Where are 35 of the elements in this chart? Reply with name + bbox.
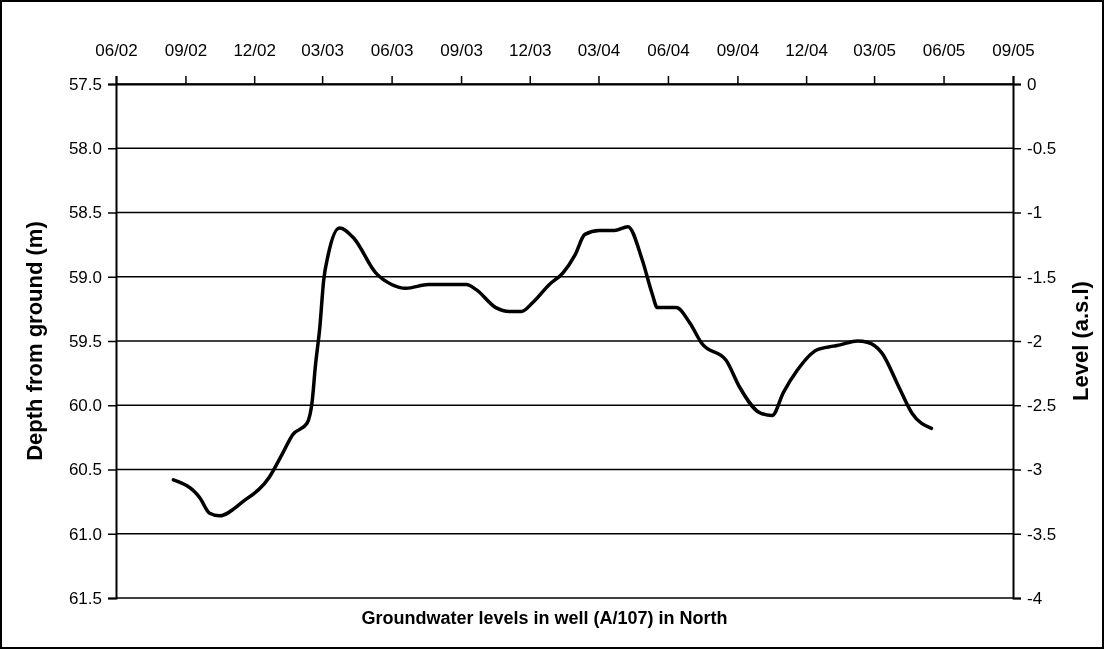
y-tick-label: 59.0 — [68, 267, 102, 287]
x-tick-label: 09/05 — [992, 41, 1035, 60]
y-axis-title: Depth from ground (m) — [22, 221, 47, 461]
y-tick-label: 58.5 — [68, 203, 102, 223]
x-tick-label: 06/03 — [370, 41, 414, 60]
y2-tick-label: -3 — [1027, 460, 1043, 480]
x-tick-label: 03/05 — [853, 41, 896, 60]
y2-tick-label: -1.5 — [1027, 267, 1057, 287]
x-tick-label: 12/02 — [233, 41, 276, 60]
y2-tick-label: -1 — [1027, 203, 1043, 223]
y2-tick-label: -2.5 — [1027, 396, 1057, 416]
y-tick-label: 61.5 — [68, 588, 102, 608]
y-tick-label: 59.5 — [68, 331, 102, 351]
y2-tick-label: -3.5 — [1027, 524, 1057, 544]
x-tick-label: 06/04 — [647, 41, 690, 60]
y-tick-label: 58.0 — [68, 139, 102, 159]
x-tick-label: 09/03 — [440, 41, 483, 60]
x-tick-label: 12/03 — [508, 41, 552, 60]
x-tick-label: 09/04 — [716, 41, 760, 60]
y2-tick-label: -0.5 — [1027, 139, 1057, 159]
y2-tick-label: 0 — [1027, 74, 1037, 94]
y-tick-label: 60.0 — [68, 396, 102, 416]
y-tick-label: 61.0 — [68, 524, 102, 544]
y-tick-label: 57.5 — [68, 74, 102, 94]
x-tick-label: 06/05 — [922, 41, 966, 60]
x-tick-label: 03/03 — [301, 41, 344, 60]
text: Groundwater levels in well (A/107) in North — [361, 608, 728, 628]
x-tick-label: 03/04 — [577, 41, 621, 60]
x-tick-label: 12/04 — [785, 41, 828, 60]
y-tick-label: 60.5 — [68, 460, 102, 480]
y2-tick-label: -2 — [1027, 331, 1043, 351]
x-tick-label: 06/02 — [95, 41, 138, 60]
y2-tick-label: -4 — [1027, 588, 1043, 608]
y2-axis-title: Level (a.s.l) — [1068, 281, 1093, 401]
x-tick-label: 09/02 — [164, 41, 208, 60]
